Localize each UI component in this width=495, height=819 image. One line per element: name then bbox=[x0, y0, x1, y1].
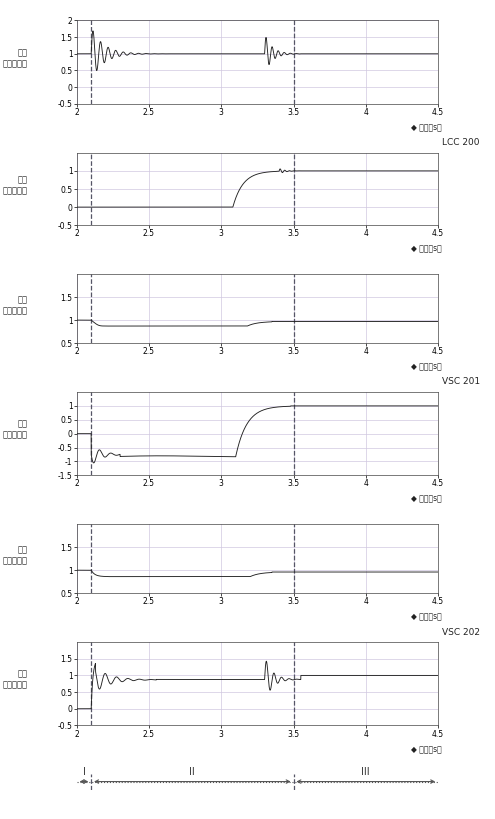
Text: II: II bbox=[190, 767, 195, 776]
Y-axis label: 电压
（标幺値）: 电压 （标幺値） bbox=[3, 545, 28, 565]
Text: ◆ 时间（s）: ◆ 时间（s） bbox=[411, 744, 442, 753]
Text: ◆ 时间（s）: ◆ 时间（s） bbox=[411, 245, 442, 254]
Y-axis label: 电压
（标幺値）: 电压 （标幺値） bbox=[3, 48, 28, 68]
Y-axis label: 电流
（标幺値）: 电流 （标幺値） bbox=[3, 670, 28, 690]
Text: ◆ 时间（s）: ◆ 时间（s） bbox=[411, 495, 442, 504]
Text: VSC 201: VSC 201 bbox=[442, 378, 480, 387]
Text: I: I bbox=[83, 767, 86, 776]
Text: ◆ 时间（s）: ◆ 时间（s） bbox=[411, 613, 442, 622]
Y-axis label: 电压
（标幺値）: 电压 （标幺値） bbox=[3, 295, 28, 315]
Text: ◆ 时间（s）: ◆ 时间（s） bbox=[411, 363, 442, 372]
Text: III: III bbox=[361, 767, 370, 776]
Text: LCC 200: LCC 200 bbox=[442, 138, 480, 147]
Y-axis label: 电流
（标幺値）: 电流 （标幺値） bbox=[3, 175, 28, 196]
Y-axis label: 电流
（标幺値）: 电流 （标幺値） bbox=[3, 419, 28, 440]
Text: VSC 202: VSC 202 bbox=[442, 627, 480, 636]
Text: ◆ 时间（s）: ◆ 时间（s） bbox=[411, 123, 442, 132]
